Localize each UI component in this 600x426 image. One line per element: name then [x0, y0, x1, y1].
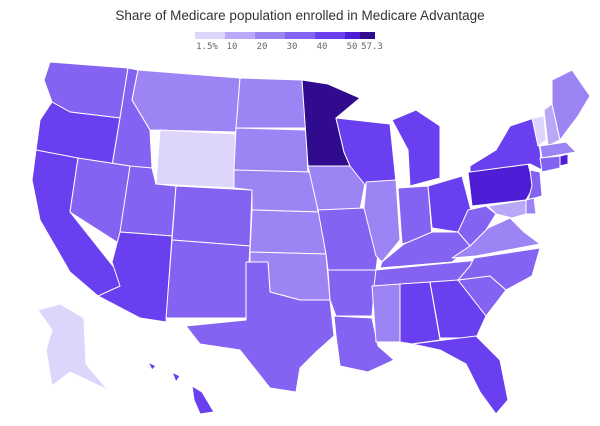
state-SD[interactable]	[233, 127, 309, 177]
state-GA[interactable]	[429, 279, 487, 339]
state-MT[interactable]	[131, 69, 241, 133]
state-MA[interactable]	[539, 141, 577, 159]
legend-swatch-6	[360, 32, 375, 39]
state-ME[interactable]	[551, 69, 591, 141]
state-IA[interactable]	[307, 165, 367, 211]
state-WY[interactable]	[155, 129, 237, 189]
state-NC[interactable]	[457, 247, 541, 291]
state-FL[interactable]	[411, 335, 509, 415]
legend-tick-50: 50	[346, 42, 358, 52]
legend-swatch-1	[225, 32, 255, 39]
state-TX[interactable]	[185, 261, 335, 393]
state-NM[interactable]	[165, 239, 251, 319]
state-MI[interactable]	[391, 109, 441, 187]
legend-tick-40: 40	[316, 42, 328, 52]
legend-swatch-5	[345, 32, 360, 39]
state-CT[interactable]	[539, 155, 561, 173]
state-MD[interactable]	[487, 199, 527, 219]
state-AR[interactable]	[327, 269, 377, 317]
state-KS[interactable]	[249, 209, 327, 255]
state-IL[interactable]	[363, 179, 401, 263]
legend-tick-57.3: 57.3	[361, 42, 383, 52]
legend-swatch-3	[285, 32, 315, 39]
legend-swatch-2	[255, 32, 285, 39]
legend-tick-20: 20	[256, 42, 268, 52]
legend-swatch-4	[315, 32, 345, 39]
us-state-map	[31, 61, 591, 415]
state-NJ[interactable]	[527, 169, 543, 201]
state-NY[interactable]	[469, 117, 543, 173]
legend-swatch-0	[195, 32, 225, 39]
state-LA[interactable]	[333, 315, 395, 373]
state-RI[interactable]	[559, 153, 569, 167]
state-DE[interactable]	[525, 197, 537, 215]
legend-tick-30: 30	[286, 42, 298, 52]
state-AK[interactable]	[37, 303, 109, 391]
legend-tick-10: 10	[226, 42, 238, 52]
state-MS[interactable]	[371, 283, 401, 343]
legend-tick-1.5: 1.5%	[196, 42, 218, 52]
legend: 1.5% 10 20 30 40 50 57.3	[195, 32, 383, 58]
state-CO[interactable]	[171, 185, 253, 247]
state-HI[interactable]	[147, 361, 215, 415]
state-VT[interactable]	[531, 115, 547, 147]
state-ND[interactable]	[235, 77, 307, 129]
map-title: Share of Medicare population enrolled in…	[115, 8, 485, 23]
